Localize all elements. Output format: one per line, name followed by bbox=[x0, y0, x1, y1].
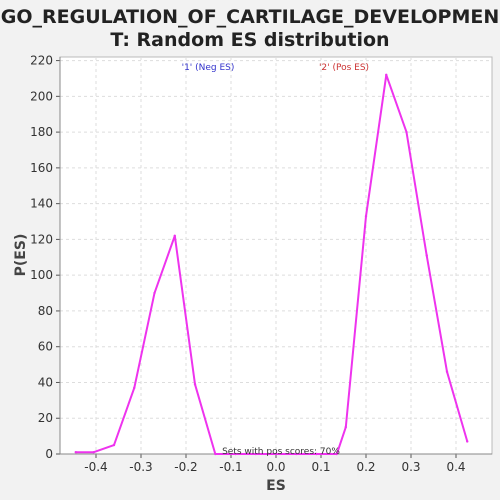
data-point bbox=[92, 451, 95, 454]
x-tick-label: -0.4 bbox=[84, 460, 107, 474]
x-tick-label: 0.2 bbox=[356, 460, 375, 474]
y-tick-label: 200 bbox=[30, 89, 53, 103]
legend-neg-es: '1' (Neg ES) bbox=[182, 63, 235, 73]
data-point bbox=[133, 386, 136, 390]
y-tick-label: 100 bbox=[30, 268, 53, 282]
x-axis-label: ES bbox=[266, 478, 286, 494]
y-tick-label: 40 bbox=[38, 375, 53, 389]
x-tick-label: 0.4 bbox=[446, 460, 465, 474]
chart-title-line2: T: Random ES distribution bbox=[110, 29, 389, 51]
series-layer bbox=[74, 73, 469, 456]
data-point bbox=[274, 452, 278, 456]
data-point bbox=[425, 254, 428, 257]
y-tick-label: 140 bbox=[30, 197, 53, 211]
data-point bbox=[193, 383, 197, 386]
y-tick-label: 160 bbox=[30, 161, 53, 175]
data-point bbox=[214, 452, 217, 456]
data-point bbox=[466, 440, 469, 443]
data-point bbox=[445, 370, 449, 373]
x-tick-label: -0.2 bbox=[174, 460, 197, 474]
x-tick-label: 0.0 bbox=[266, 460, 285, 474]
data-point bbox=[254, 452, 257, 456]
tick-labels: 0 20 40 60 80 100 120 140 160 180 200 220 -0.4 -0.3 -0… bbox=[30, 54, 465, 474]
data-point bbox=[335, 452, 338, 456]
data-point bbox=[74, 451, 77, 454]
y-tick-label: 60 bbox=[38, 340, 53, 354]
x-tick-label: -0.1 bbox=[219, 460, 242, 474]
y-tick-label: 220 bbox=[30, 54, 53, 68]
y-tick-label: 80 bbox=[38, 304, 53, 318]
data-point bbox=[295, 452, 298, 456]
x-tick-label: 0.3 bbox=[401, 460, 420, 474]
y-tick-label: 180 bbox=[30, 125, 53, 139]
y-tick-label: 120 bbox=[30, 232, 53, 246]
x-tick-label: 0.1 bbox=[311, 460, 330, 474]
data-point bbox=[173, 234, 176, 238]
data-point bbox=[315, 452, 318, 456]
data-point bbox=[364, 214, 368, 218]
y-tick-label: 0 bbox=[45, 447, 53, 461]
x-tick-label: -0.3 bbox=[129, 460, 152, 474]
y-tick-label: 20 bbox=[38, 411, 53, 425]
data-point bbox=[405, 130, 408, 134]
data-point bbox=[153, 291, 156, 295]
legend-pos-es: '2' (Pos ES) bbox=[319, 63, 369, 73]
sets-pos-scores-note: Sets with pos scores: 70% bbox=[222, 447, 340, 457]
data-point bbox=[112, 443, 116, 447]
data-point bbox=[385, 73, 388, 77]
chart-title-line1: GO_REGULATION_OF_CARTILAGE_DEVELOPMEN bbox=[1, 6, 500, 28]
data-point bbox=[344, 425, 347, 429]
y-axis-label: P(ES) bbox=[13, 234, 29, 277]
data-point bbox=[234, 452, 237, 456]
